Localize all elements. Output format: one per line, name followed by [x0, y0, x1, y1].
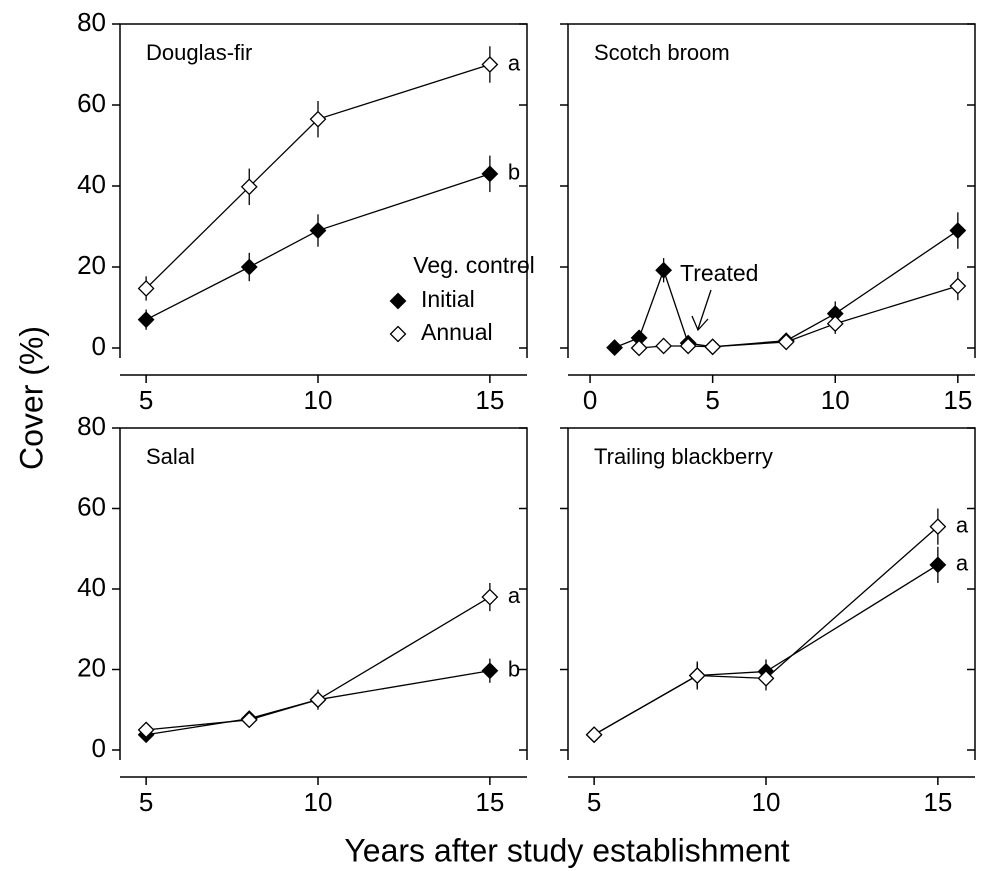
legend-label: Initial — [421, 286, 475, 312]
annotation: Treated — [680, 260, 758, 286]
marker — [240, 711, 258, 729]
significance-letter: a — [956, 551, 969, 576]
marker — [949, 222, 967, 239]
marker — [309, 110, 327, 128]
marker — [777, 333, 795, 351]
panel-title: Trailing blackberry — [594, 444, 773, 469]
marker — [309, 691, 327, 709]
series-line — [145, 63, 491, 289]
marker — [240, 258, 258, 276]
y-tick-label: 60 — [77, 88, 106, 118]
significance-letter: a — [508, 583, 521, 608]
marker — [606, 339, 624, 357]
series-line — [593, 564, 939, 736]
panel-title: Douglas-fir — [146, 40, 252, 65]
marker — [481, 588, 499, 606]
x-tick-label: 5 — [705, 385, 719, 415]
frame — [119, 23, 528, 358]
x-tick-label: 10 — [304, 385, 333, 415]
marker — [481, 165, 499, 183]
legend-label: Annual — [421, 319, 493, 345]
significance-letter: a — [956, 512, 969, 537]
significance-letter: b — [508, 160, 520, 185]
x-tick-label: 5 — [587, 787, 601, 817]
y-tick-label: 0 — [92, 733, 106, 763]
marker — [655, 337, 673, 355]
x-tick-label: 0 — [583, 385, 597, 415]
series-line — [145, 173, 491, 321]
y-tick-label: 20 — [77, 250, 106, 280]
x-tick-label: 5 — [139, 385, 153, 415]
legend-marker — [389, 292, 407, 310]
marker — [826, 315, 844, 333]
x-tick-label: 15 — [943, 385, 972, 415]
significance-letter: a — [508, 50, 521, 75]
panel-title: Salal — [146, 444, 195, 469]
y-tick-label: 80 — [77, 7, 106, 37]
marker — [240, 178, 258, 196]
marker — [679, 337, 697, 355]
annotation-arrowhead — [691, 315, 709, 332]
marker — [655, 261, 673, 279]
series-line — [614, 230, 959, 349]
marker — [137, 280, 155, 297]
frame — [567, 23, 976, 358]
y-tick-label: 80 — [77, 411, 106, 441]
x-axis-label: Years after study establishment — [344, 832, 789, 868]
panel-title: Scotch broom — [594, 40, 730, 65]
marker — [704, 338, 722, 356]
marker — [309, 222, 327, 239]
x-tick-label: 10 — [304, 787, 333, 817]
marker — [481, 662, 499, 680]
marker — [688, 667, 706, 684]
marker — [949, 277, 967, 295]
marker — [929, 518, 947, 536]
marker — [757, 669, 775, 687]
frame — [119, 427, 528, 760]
legend-marker — [389, 325, 407, 343]
x-tick-label: 15 — [923, 787, 952, 817]
y-tick-label: 40 — [77, 169, 106, 199]
x-tick-label: 15 — [475, 787, 504, 817]
annotation-arrow — [697, 289, 712, 330]
legend-title: Veg. control — [413, 252, 534, 278]
x-tick-label: 15 — [475, 385, 504, 415]
y-tick-label: 20 — [77, 652, 106, 682]
y-tick-label: 0 — [92, 331, 106, 361]
series-line — [593, 526, 939, 736]
significance-letter: b — [508, 657, 520, 682]
y-tick-label: 40 — [77, 572, 106, 602]
y-axis-label: Cover (%) — [13, 326, 49, 470]
x-tick-label: 5 — [139, 787, 153, 817]
marker — [585, 726, 603, 744]
y-tick-label: 60 — [77, 491, 106, 521]
x-tick-label: 10 — [752, 787, 781, 817]
marker — [929, 556, 947, 574]
marker — [630, 339, 648, 357]
marker — [481, 56, 499, 73]
frame — [567, 427, 976, 760]
marker — [137, 721, 155, 739]
x-tick-label: 10 — [821, 385, 850, 415]
series-line — [146, 596, 491, 731]
marker — [137, 311, 155, 329]
